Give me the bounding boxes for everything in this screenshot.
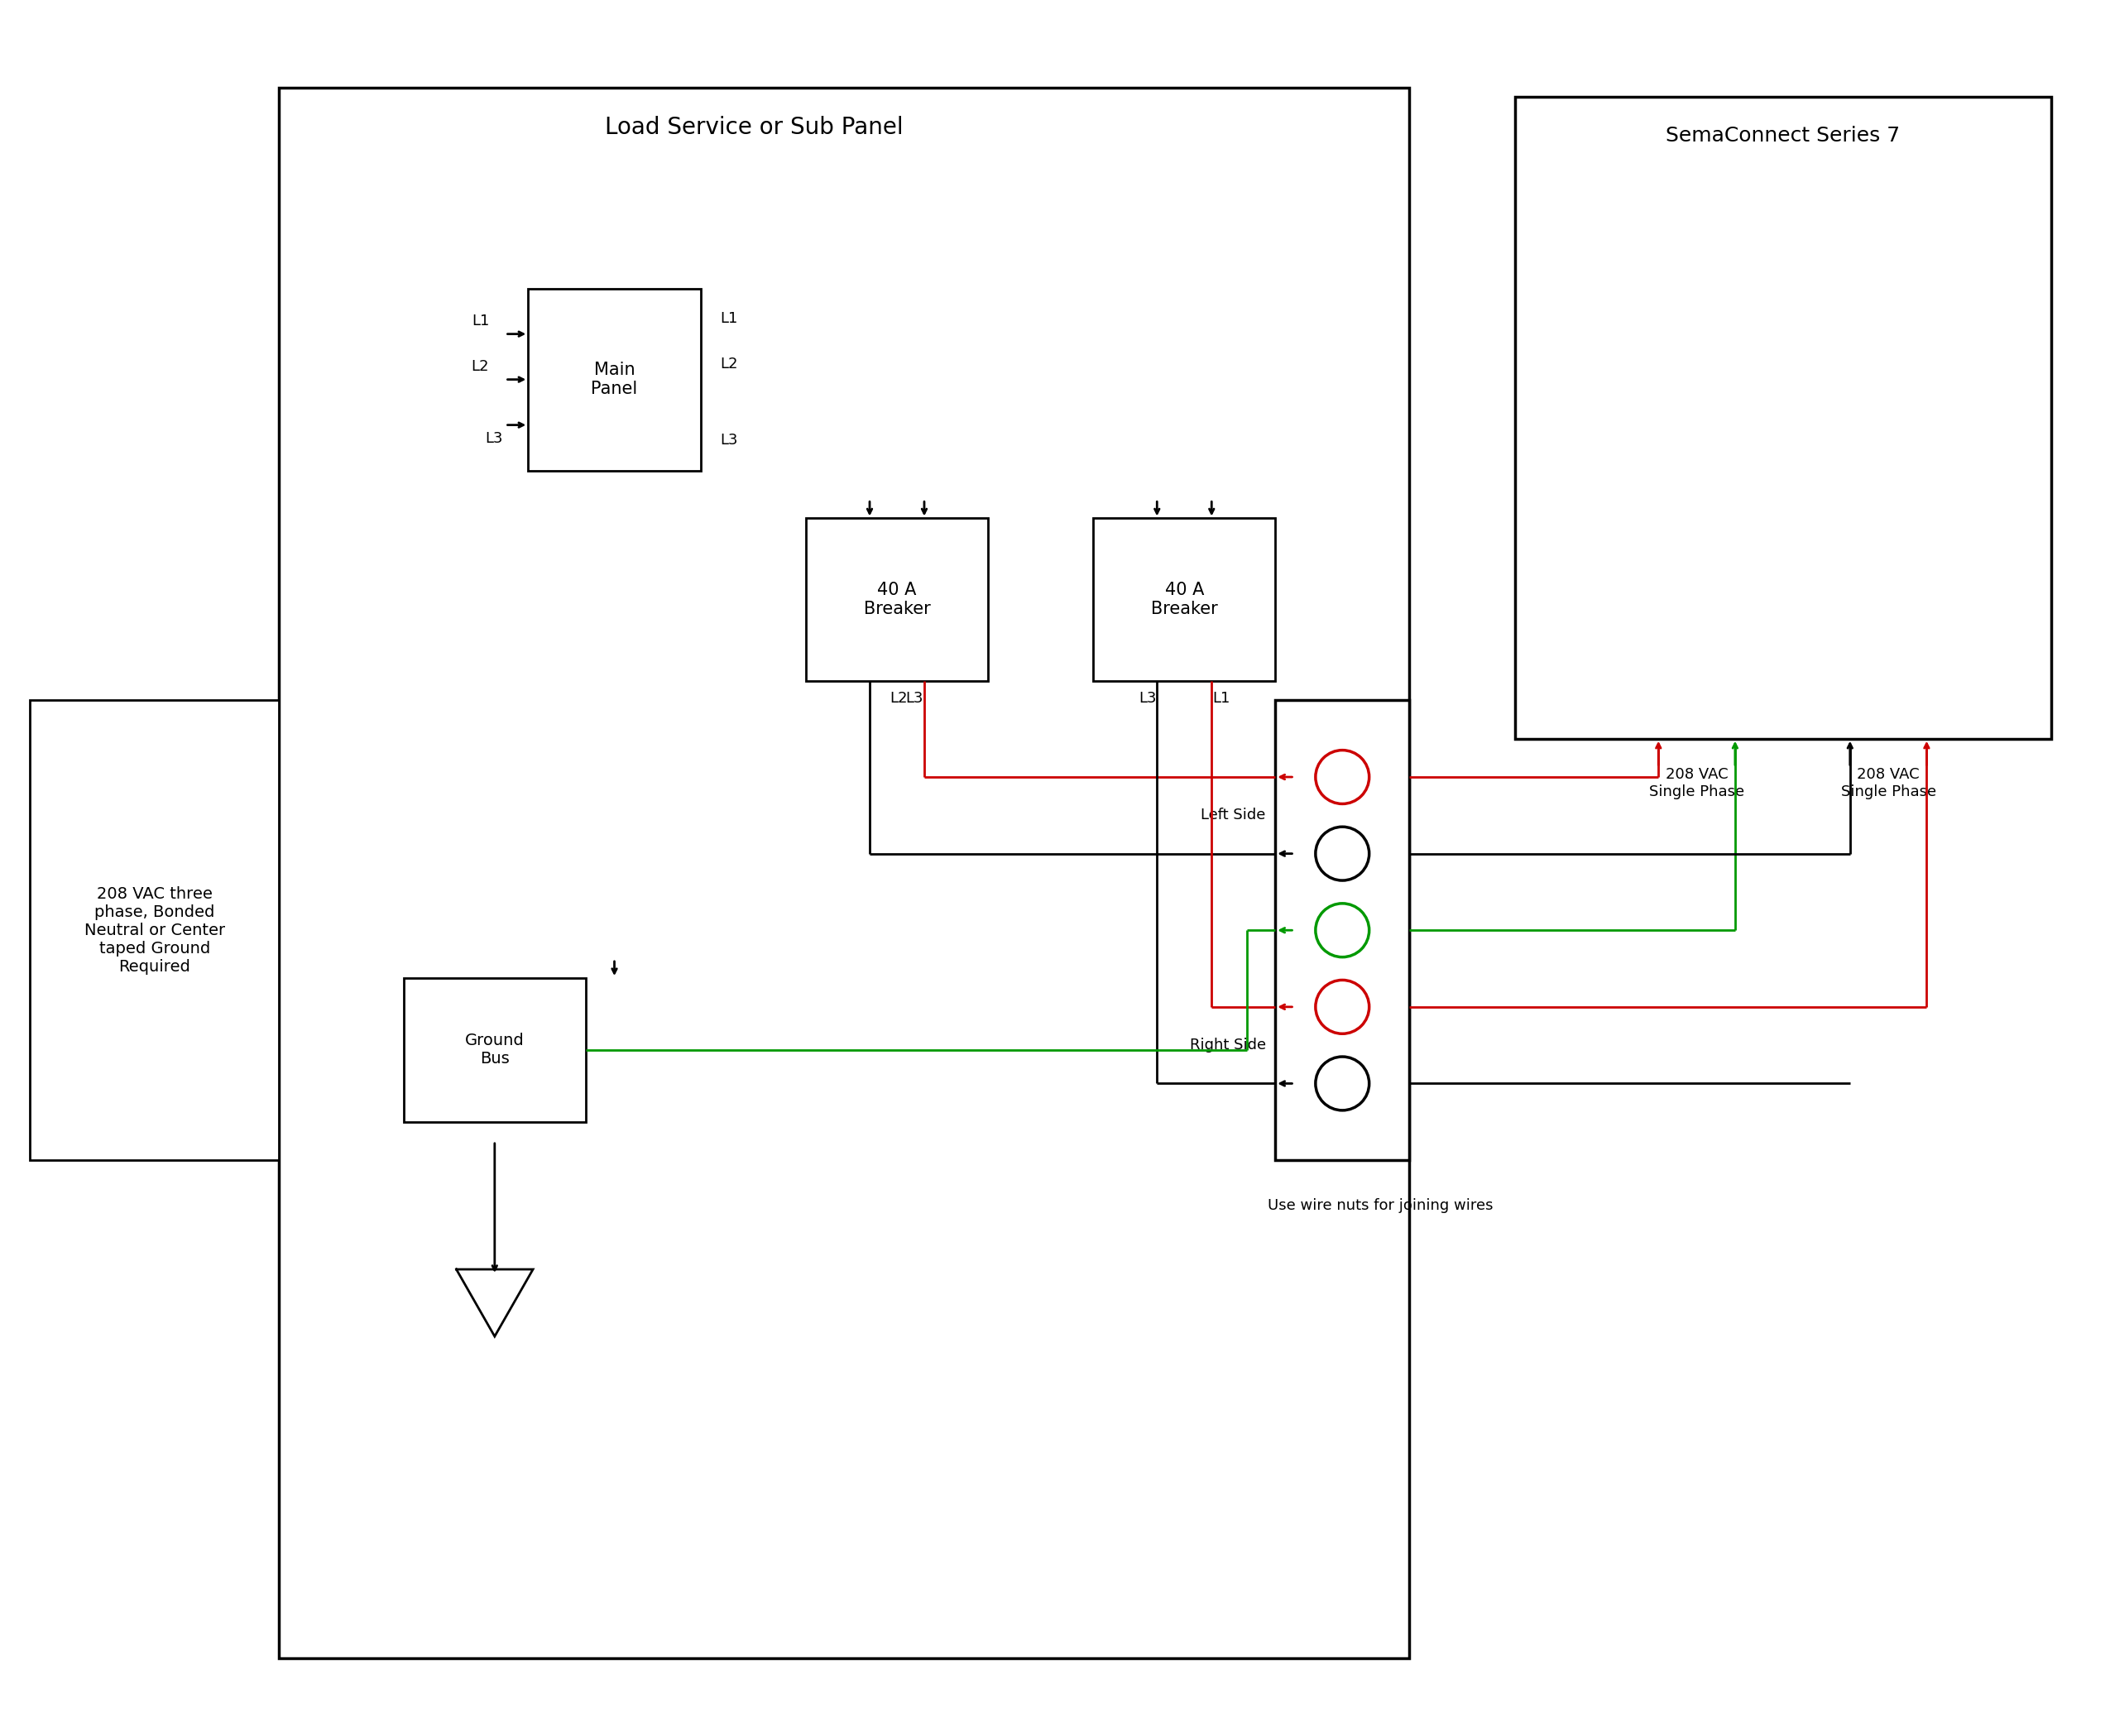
Bar — [1515, 97, 2051, 740]
Text: L1: L1 — [720, 311, 736, 326]
Text: L3: L3 — [905, 691, 924, 707]
Text: Main
Panel: Main Panel — [591, 361, 637, 398]
Text: 208 VAC three
phase, Bonded
Neutral or Center
taped Ground
Required: 208 VAC three phase, Bonded Neutral or C… — [84, 885, 226, 974]
Text: L1: L1 — [471, 314, 490, 328]
Text: Left Side: Left Side — [1201, 807, 1266, 823]
Text: SemaConnect Series 7: SemaConnect Series 7 — [1665, 125, 1901, 146]
Text: L2: L2 — [471, 359, 490, 373]
Text: L2: L2 — [720, 358, 738, 372]
Circle shape — [1315, 981, 1369, 1033]
Circle shape — [1315, 750, 1369, 804]
Circle shape — [1315, 826, 1369, 880]
Text: Right Side: Right Side — [1190, 1038, 1266, 1052]
Text: 40 A
Breaker: 40 A Breaker — [863, 582, 931, 618]
Text: Use wire nuts for joining wires: Use wire nuts for joining wires — [1268, 1198, 1494, 1213]
Bar — [528, 288, 701, 470]
Text: 208 VAC
Single Phase: 208 VAC Single Phase — [1650, 767, 1745, 800]
Text: L1: L1 — [1213, 691, 1230, 707]
Bar — [1093, 519, 1274, 681]
Text: Ground
Bus: Ground Bus — [464, 1033, 525, 1068]
Bar — [1274, 700, 1409, 1160]
Text: L3: L3 — [485, 431, 502, 446]
Text: L3: L3 — [720, 432, 738, 448]
Text: 208 VAC
Single Phase: 208 VAC Single Phase — [1840, 767, 1937, 800]
Bar — [806, 519, 987, 681]
Text: L2: L2 — [890, 691, 907, 707]
Circle shape — [1315, 1057, 1369, 1111]
Text: 40 A
Breaker: 40 A Breaker — [1150, 582, 1217, 618]
Text: Load Service or Sub Panel: Load Service or Sub Panel — [606, 116, 903, 139]
Bar — [30, 700, 279, 1160]
Text: L3: L3 — [1139, 691, 1156, 707]
Circle shape — [1315, 903, 1369, 957]
Bar — [279, 87, 1409, 1658]
Bar — [403, 977, 587, 1121]
